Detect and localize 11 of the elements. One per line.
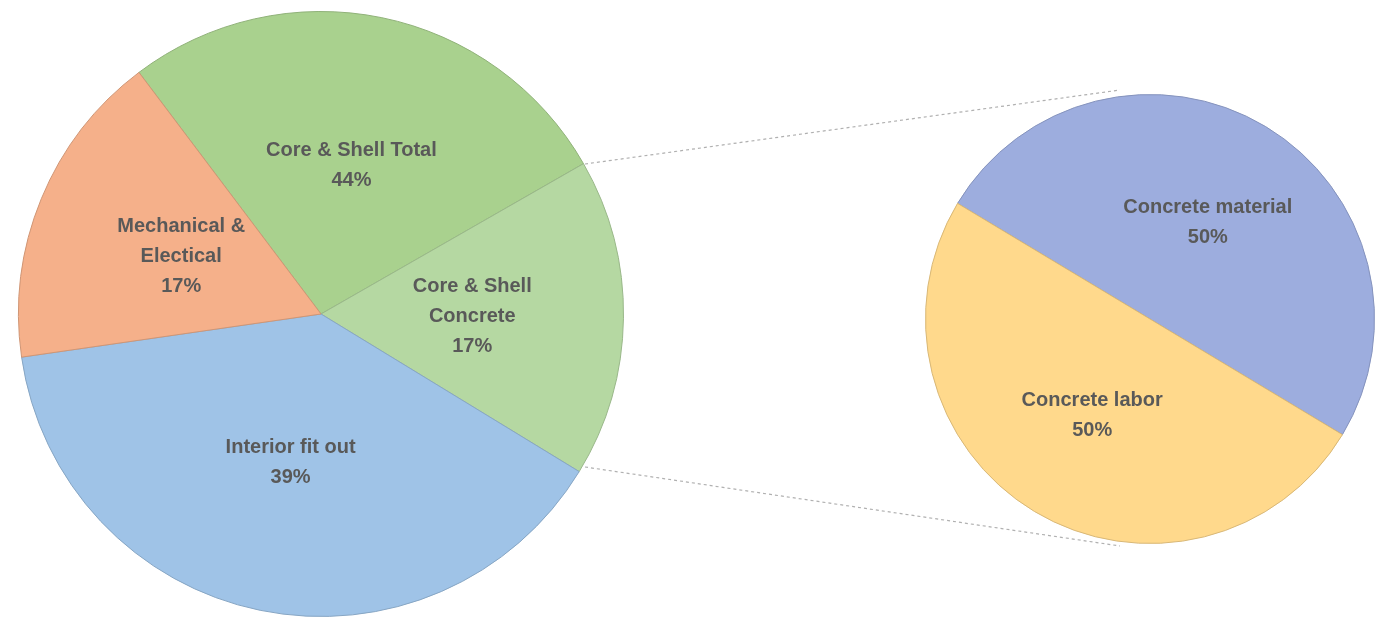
slice-label: Interior fit out (225, 434, 356, 457)
data-label: 17% (161, 273, 202, 296)
slice-label: Concrete labor (1021, 387, 1163, 410)
slice-label: Mechanical & Electical (117, 213, 246, 266)
slice-label: Core & Shell Concrete (412, 273, 532, 326)
data-label: 17% (452, 333, 493, 356)
data-label: 39% (270, 464, 311, 487)
slice-label: Concrete material (1123, 195, 1293, 218)
slice-label: Core & Shell Total 44% (266, 138, 437, 191)
data-label: 50% (1072, 417, 1113, 440)
data-label: 50% (1187, 225, 1229, 248)
